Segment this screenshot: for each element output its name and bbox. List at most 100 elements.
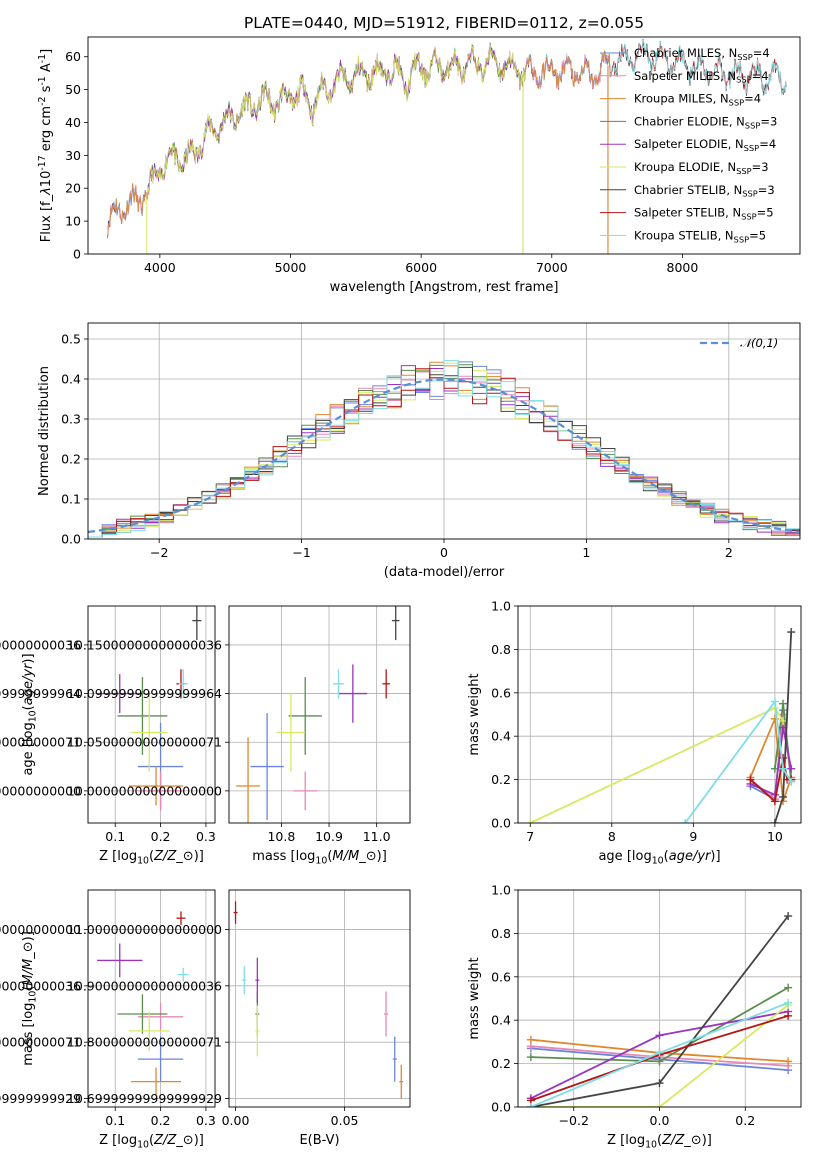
y-tick-label: 10.09999999999999964	[67, 686, 222, 701]
x-tick-label: 2	[725, 545, 733, 560]
age-z-axes-frame	[87, 605, 216, 824]
x-axis-label: E(B-V)	[299, 1133, 339, 1148]
x-axis-label: (data-model)/error	[384, 565, 505, 580]
x-axis-label: wavelength [Angstrom, rest frame]	[330, 280, 559, 295]
x-axis-label: Z [log10​(Z/Z_⊙)]	[99, 849, 204, 866]
weight-z-axes: −0.2 0.0 0.2 0.0 0.2 0.4 0.6 0.8 1.0 Z [log10​(Z/…	[467, 883, 802, 1150]
y-axis-label: mass [log10​(M/M_⊙)]	[21, 931, 38, 1066]
y-tick-label: 0.0	[491, 816, 511, 831]
y-tick-label: 30	[65, 148, 81, 163]
y-tick-label: 0.2	[491, 1056, 511, 1071]
spectrum-axes: 4000 5000 6000 7000 8000 0 10 20 30 40 50 60 wavelen…	[37, 36, 801, 295]
y-tick-label: 10.69999999999999929	[0, 1091, 81, 1106]
x-axis-label: age [log10​(age/yr)]	[598, 849, 720, 866]
x-tick-label: 8	[608, 829, 616, 844]
x-tick-label: 6000	[405, 260, 437, 275]
y-tick-label: 0.4	[491, 1013, 511, 1028]
weight-z-axes-plot	[526, 912, 793, 1107]
age-z-axes-plot	[97, 606, 202, 811]
legend-label: Chabrier ELODIE, NSSP​=3	[634, 114, 777, 130]
x-axis-label: mass [log10​(M/M_⊙)]	[252, 849, 387, 866]
x-tick-label: 0.00	[222, 1113, 250, 1128]
spectrum-line	[146, 45, 526, 201]
spectrum-line	[146, 42, 526, 201]
weight-line	[530, 1004, 789, 1107]
x-tick-label: 8000	[667, 260, 699, 275]
mass-z-axes-frame	[87, 889, 216, 1108]
x-axis-label: Z [log10​(Z/Z_⊙)]	[99, 1133, 204, 1150]
x-tick-label: 0.05	[331, 1113, 359, 1128]
chart-title: PLATE=0440, MJD=51912, FIBERID=0112, z=0…	[244, 14, 644, 32]
x-tick-label: 5000	[275, 260, 307, 275]
y-axis-label: mass weight	[467, 957, 482, 1039]
legend-label: Kroupa STELIB, NSSP​=5	[634, 228, 766, 244]
weight-age-axes-plot	[526, 628, 796, 823]
y-tick-label: 10.05000000000000071	[0, 735, 81, 750]
mass-z-axes: 0.1 0.2 0.3 10.69999999999999929 10.80000000…	[0, 889, 216, 1150]
age-mass-axes: 10.8 10.9 11.0 10.00000000000000000 10.05000…	[67, 605, 411, 866]
y-tick-label: 11.00000000000000000	[67, 922, 222, 937]
x-tick-label: 10.8	[267, 829, 295, 844]
x-tick-label: 4000	[144, 260, 176, 275]
weight-age-axes: 7 8 9 10 0.0 0.2 0.4 0.6 0.8 1.0 age [log10​(age/y…	[467, 599, 802, 866]
y-tick-label: 0.1	[61, 492, 81, 507]
legend-label: Salpeter ELODIE, NSSP​=4	[634, 137, 776, 153]
y-axis-label: age [log10​(age/yr)]	[21, 653, 38, 775]
x-tick-label: 0.1	[105, 1113, 125, 1128]
y-tick-label: 0.4	[61, 372, 81, 387]
y-tick-label: 0	[73, 247, 81, 262]
y-tick-label: 0.8	[491, 642, 511, 657]
y-tick-label: 10.90000000000000036	[0, 978, 81, 993]
y-tick-label: 40	[65, 115, 81, 130]
legend-label: Chabrier STELIB, NSSP​=3	[634, 183, 775, 199]
x-axis-label: Z [log10​(Z/Z_⊙)]	[607, 1133, 712, 1150]
y-tick-label: 20	[65, 181, 81, 196]
age-z-axes: 0.1 0.2 0.3 10.00000000000000000 10.05000000…	[0, 605, 216, 866]
y-tick-label: 0.2	[61, 452, 81, 467]
x-tick-label: −1	[292, 545, 310, 560]
y-tick-label: 10.80000000000000071	[0, 1035, 81, 1050]
y-tick-label: 0.6	[491, 685, 511, 700]
y-tick-label: 1.0	[491, 599, 511, 614]
x-tick-label: 0	[440, 545, 448, 560]
x-tick-label: 0.2	[151, 1113, 171, 1128]
spectrum-axes-plot	[107, 38, 787, 254]
age-mass-axes-frame	[228, 605, 411, 824]
legend-label: Kroupa MILES, NSSP​=4	[634, 92, 761, 108]
x-tick-label: 0.2	[735, 1113, 755, 1128]
y-tick-label: 10.69999999999999929	[67, 1091, 222, 1106]
y-tick-label: 0.3	[61, 412, 81, 427]
x-tick-label: 11.0	[363, 829, 391, 844]
x-tick-label: 0.0	[650, 1113, 670, 1128]
histogram-axes: −2 −1 0 1 2 0.0 0.1 0.2 0.3 0.4 0.5 (data-model)/er…	[37, 322, 801, 580]
spectrum-axes-frame	[87, 36, 801, 255]
normal-curve	[88, 378, 800, 534]
y-tick-label: 10.15000000000000036	[0, 637, 81, 652]
x-tick-label: −2	[150, 545, 168, 560]
y-tick-label: 60	[65, 49, 81, 64]
legend-label: Chabrier MILES, NSSP​=4	[634, 46, 770, 62]
y-tick-label: 10.00000000000000000	[67, 783, 222, 798]
spectrum-line	[107, 45, 611, 239]
x-tick-label: 7	[526, 829, 534, 844]
weight-line	[529, 706, 784, 823]
legend-label: 𝒩(0,1)	[740, 336, 778, 350]
y-tick-label: 0.4	[491, 729, 511, 744]
x-tick-label: −0.2	[559, 1113, 589, 1128]
y-tick-label: 0.6	[491, 969, 511, 984]
y-tick-label: 1.0	[491, 883, 511, 898]
y-tick-label: 10.90000000000000036	[67, 978, 222, 993]
legend-label: Salpeter STELIB, NSSP​=5	[634, 206, 774, 222]
y-tick-label: 11.00000000000000000	[0, 922, 81, 937]
y-tick-label: 0.5	[61, 332, 81, 347]
x-tick-label: 0.1	[105, 829, 125, 844]
age-mass-axes-plot	[236, 606, 400, 823]
mass-ebv-axes: 0.00 0.05 10.69999999999999929 10.800000000…	[67, 889, 411, 1148]
y-tick-label: 10.09999999999999964	[0, 686, 81, 701]
mass-z-axes-plot	[97, 911, 189, 1096]
y-tick-label: 10	[65, 214, 81, 229]
y-tick-label: 0.8	[491, 926, 511, 941]
y-tick-label: 10.00000000000000000	[0, 783, 81, 798]
x-tick-label: 0.3	[196, 1113, 216, 1128]
weight-age-axes-frame	[517, 605, 802, 824]
